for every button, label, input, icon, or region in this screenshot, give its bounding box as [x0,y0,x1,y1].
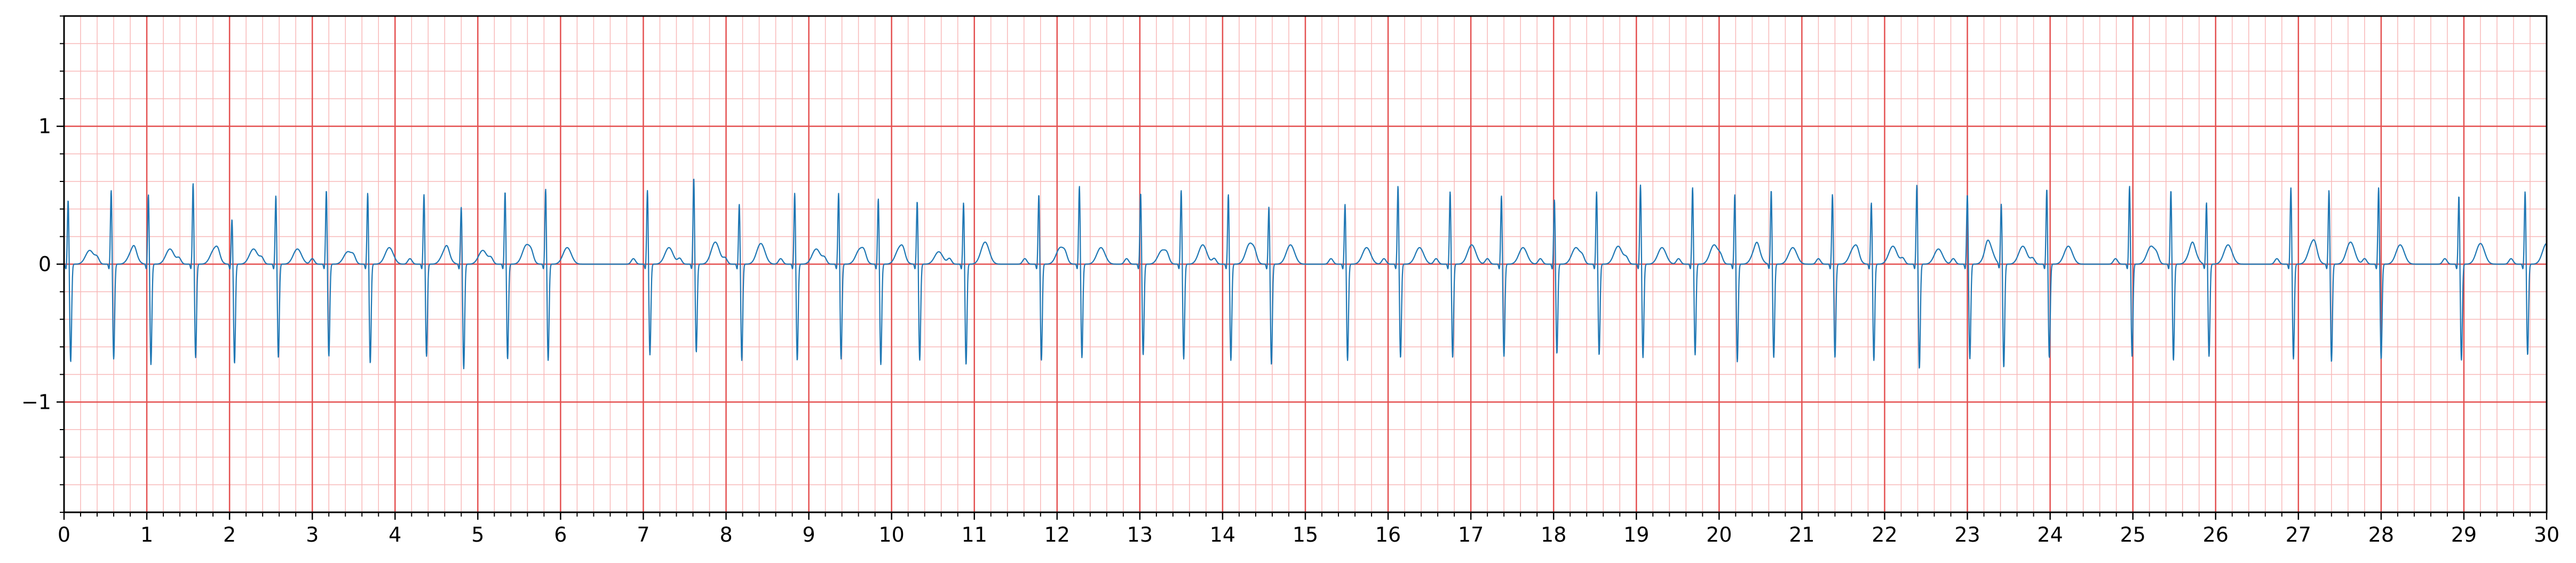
x-tick-label: 9 [803,523,815,546]
x-tick-label: 5 [471,523,484,546]
x-tick-label: 10 [878,523,904,546]
x-tick-label: 27 [2286,523,2311,546]
x-tick-label: 30 [2534,523,2559,546]
x-tick-label: 26 [2203,523,2229,546]
x-tick-label: 0 [58,523,70,546]
x-tick-label: 20 [1706,523,1732,546]
x-tick-label: 4 [389,523,401,546]
x-tick-label: 14 [1210,523,1235,546]
x-tick-label: 8 [719,523,732,546]
x-tick-label: 16 [1375,523,1401,546]
x-tick-label: 25 [2120,523,2145,546]
x-tick-label: 28 [2368,523,2394,546]
x-tick-label: 1 [140,523,153,546]
x-tick-label: 3 [306,523,319,546]
x-tick-label: 12 [1044,523,1070,546]
y-tick-label: 0 [38,252,51,276]
x-tick-label: 11 [962,523,987,546]
ecg-trace [64,178,2547,370]
x-tick-label: 22 [1872,523,1897,546]
y-tick-label: −1 [21,390,51,414]
x-tick-label: 2 [223,523,236,546]
x-tick-label: 7 [637,523,649,546]
x-axis-ticks: 0 1 2 3 4 5 6 7 8 9 10 11 12 13 14 15 16 17 18 19 20 21 22 23 24… [58,512,2559,546]
y-axis-ticks: −1 0 1 [21,15,64,513]
x-tick-label: 24 [2037,523,2063,546]
x-tick-label: 23 [1954,523,1980,546]
x-tick-label: 17 [1458,523,1484,546]
x-tick-label: 21 [1789,523,1814,546]
x-tick-label: 6 [554,523,567,546]
x-tick-label: 15 [1293,523,1318,546]
x-tick-label: 18 [1541,523,1566,546]
x-tick-label: 29 [2451,523,2477,546]
y-tick-label: 1 [38,115,51,138]
ecg-series-line [64,178,2547,370]
x-tick-label: 13 [1127,523,1153,546]
x-tick-label: 19 [1623,523,1649,546]
